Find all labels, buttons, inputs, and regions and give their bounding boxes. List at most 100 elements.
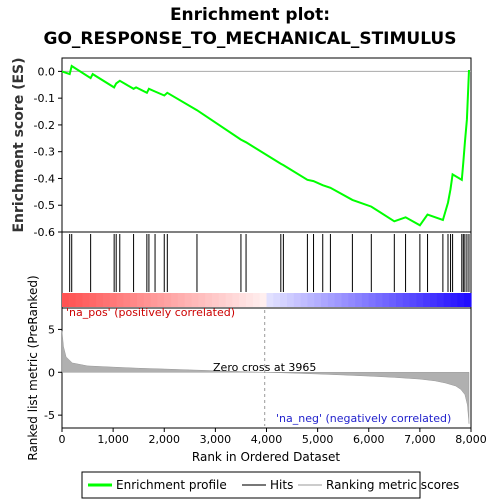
x-tick-label: 0 bbox=[59, 433, 66, 446]
es-panel-ticks: 0.0 -0.1 -0.2 -0.3 -0.4 -0.5 -0.6 bbox=[34, 65, 62, 239]
chart-title-line1: Enrichment plot: bbox=[170, 5, 330, 25]
metric-panel-ticks: 5 0 -5 bbox=[44, 323, 62, 422]
heat-segment bbox=[218, 293, 227, 307]
metric-axis-label: Ranked list metric (PreRanked) bbox=[26, 275, 40, 460]
heat-segment bbox=[143, 293, 152, 307]
heat-segment bbox=[457, 293, 465, 307]
es-ytick-label: -0.5 bbox=[34, 199, 55, 212]
heat-segment bbox=[361, 293, 370, 307]
metric-ytick-label: -5 bbox=[44, 409, 55, 422]
x-tick-label: 1,000 bbox=[97, 433, 129, 446]
heat-segment bbox=[205, 293, 213, 307]
heat-segment bbox=[68, 293, 77, 307]
heat-segment bbox=[300, 293, 308, 307]
heat-segment bbox=[389, 293, 397, 307]
x-tick-label: 2,000 bbox=[149, 433, 181, 446]
pos-label: 'na_pos' (positively correlated) bbox=[66, 306, 235, 319]
heat-segment bbox=[334, 293, 343, 307]
metric-ytick-label: 5 bbox=[48, 323, 55, 336]
metric-area bbox=[61, 331, 470, 424]
heat-segment bbox=[375, 293, 383, 307]
es-line-group bbox=[61, 64, 471, 227]
es-series-line bbox=[61, 64, 470, 227]
heat-segment bbox=[246, 293, 254, 307]
heat-segment bbox=[171, 293, 179, 307]
heat-segment bbox=[286, 293, 295, 307]
x-axis-label: Rank in Ordered Dataset bbox=[192, 450, 340, 464]
x-tick-label: 4,000 bbox=[251, 433, 283, 446]
heat-segment bbox=[102, 293, 111, 307]
heat-segment bbox=[191, 293, 199, 307]
heat-segment bbox=[109, 293, 118, 307]
heat-segment bbox=[341, 293, 349, 307]
heat-segment bbox=[89, 293, 97, 307]
heat-segment bbox=[436, 293, 445, 307]
heat-segment bbox=[273, 293, 281, 307]
heat-segment bbox=[157, 293, 165, 307]
heat-segment bbox=[130, 293, 138, 307]
es-ytick-label: -0.3 bbox=[34, 146, 55, 159]
heat-segment bbox=[314, 293, 322, 307]
heat-segment bbox=[416, 293, 424, 307]
heat-segment bbox=[123, 293, 131, 307]
heat-segment bbox=[211, 293, 220, 307]
es-ytick-label: 0.0 bbox=[38, 65, 56, 78]
heat-segment bbox=[225, 293, 234, 307]
metric-area-group bbox=[61, 310, 470, 426]
heat-segment bbox=[232, 293, 240, 307]
es-ytick-label: -0.2 bbox=[34, 119, 55, 132]
heat-segment bbox=[368, 293, 377, 307]
chart-title-line2: GO_RESPONSE_TO_MECHANICAL_STIMULUS bbox=[44, 29, 457, 49]
es-ytick-label: -0.4 bbox=[34, 172, 55, 185]
heat-segment bbox=[116, 293, 124, 307]
heat-segment bbox=[355, 293, 363, 307]
legend-hits-label: Hits bbox=[270, 478, 293, 492]
heat-segment bbox=[307, 293, 315, 307]
heat-segment bbox=[450, 293, 458, 307]
heat-segment bbox=[184, 293, 193, 307]
zero-cross-label: Zero cross at 3965 bbox=[213, 361, 316, 374]
heat-segment bbox=[396, 293, 404, 307]
heat-segment bbox=[443, 293, 452, 307]
heat-segment bbox=[82, 293, 90, 307]
heat-segment bbox=[423, 293, 431, 307]
heat-segment bbox=[198, 293, 206, 307]
es-ytick-label: -0.6 bbox=[34, 226, 55, 239]
x-tick-label: 7,000 bbox=[404, 433, 436, 446]
x-axis-ticks: 0 1,000 2,000 3,000 4,000 5,000 6,000 7,000 8,00… bbox=[59, 428, 487, 446]
x-tick-label: 5,000 bbox=[302, 433, 334, 446]
heat-segment bbox=[150, 293, 159, 307]
heat-segment bbox=[252, 293, 261, 307]
x-tick-label: 6,000 bbox=[353, 433, 385, 446]
neg-label: 'na_neg' (negatively correlated) bbox=[276, 412, 451, 425]
heat-segment bbox=[409, 293, 418, 307]
heat-segment bbox=[62, 293, 70, 307]
heat-segment bbox=[75, 293, 84, 307]
legend-metric-label: Ranking metric scores bbox=[326, 478, 459, 492]
heat-segment bbox=[327, 293, 336, 307]
heat-segment bbox=[266, 293, 274, 307]
heat-segment bbox=[382, 293, 390, 307]
heat-segment bbox=[136, 293, 145, 307]
hits-group bbox=[69, 234, 470, 292]
es-panel-frame bbox=[61, 57, 472, 233]
x-tick-label: 8,000 bbox=[455, 433, 487, 446]
heat-segment bbox=[96, 293, 104, 307]
heat-segment bbox=[280, 293, 288, 307]
heat-segment bbox=[321, 293, 329, 307]
heat-segment bbox=[239, 293, 247, 307]
heat-segment bbox=[293, 293, 302, 307]
heat-segment bbox=[430, 293, 438, 307]
heat-segment bbox=[402, 293, 411, 307]
es-axis-label: Enrichment score (ES) bbox=[11, 57, 27, 232]
heat-segment bbox=[464, 293, 472, 307]
x-tick-label: 3,000 bbox=[200, 433, 232, 446]
es-ytick-label: -0.1 bbox=[34, 92, 55, 105]
heat-segment bbox=[164, 293, 172, 307]
metric-ytick-label: 0 bbox=[48, 366, 55, 379]
ranking-heat-strip bbox=[62, 293, 472, 307]
heat-segment bbox=[348, 293, 356, 307]
heat-segment bbox=[177, 293, 186, 307]
